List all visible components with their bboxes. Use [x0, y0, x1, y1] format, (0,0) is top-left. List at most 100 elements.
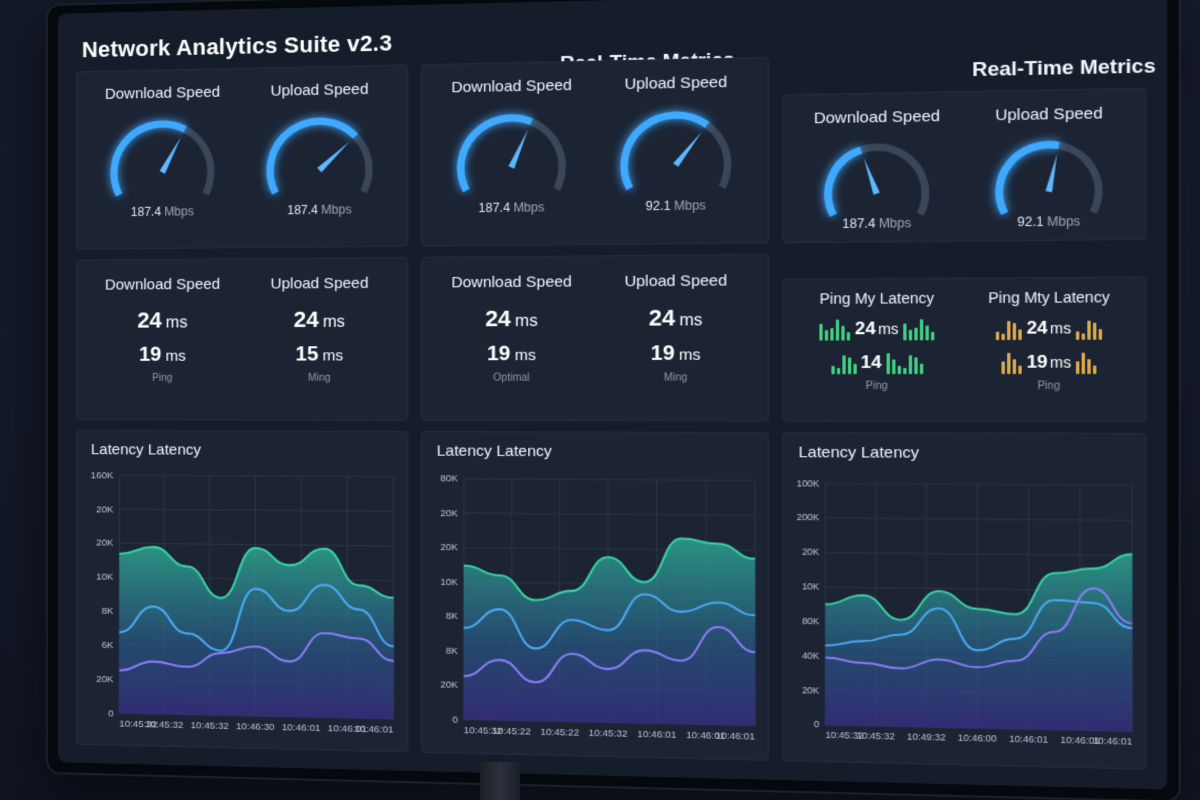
signal-bar — [1081, 333, 1084, 339]
y-tick-label: 8K — [446, 645, 459, 656]
y-tick-label: 8K — [102, 606, 114, 617]
signal-bar — [903, 323, 906, 340]
signal-bar — [1098, 329, 1101, 340]
latency-chart-panel-3: Latency Latency 100K 200K 20K 10K 80K 40K 20K 0… — [782, 432, 1146, 770]
y-tick-label: 20K — [96, 674, 114, 685]
upload-gauge: Upload Speed 92.1 Mbps — [599, 69, 752, 234]
gauge-value: 187.4 Mbps — [842, 216, 911, 231]
y-tick-label: 0 — [108, 708, 114, 719]
signal-bar — [853, 364, 856, 375]
latency-area-chart: 100K 200K 20K 10K 80K 40K 20K 0 10:45:3210:45:32… — [792, 471, 1136, 760]
y-tick-label: 200K — [797, 512, 820, 523]
x-tick-label: 10:49:32 — [907, 732, 946, 743]
x-tick-label: 10:46:01 — [637, 729, 676, 740]
signal-bar — [892, 359, 895, 374]
signal-bars-icon — [820, 317, 851, 340]
y-tick-label: 6K — [102, 640, 114, 651]
signal-bar — [931, 332, 934, 340]
signal-bar — [886, 353, 889, 374]
stats-panel-2: Download Speed 24 ms 19 ms Optimal Upload … — [421, 254, 769, 422]
stat-ping: 19 ms — [599, 342, 752, 366]
signal-bars-icon — [996, 317, 1022, 340]
x-tick-label: 10:46:00 — [958, 733, 997, 744]
signal-bar — [1013, 359, 1016, 374]
x-tick-label: 10:46:01 — [1093, 736, 1133, 748]
signal-bars-icon — [1076, 351, 1096, 375]
ping-row-top: 24 ms — [798, 317, 955, 341]
gauge-label: Download Speed — [814, 107, 940, 127]
stat-latency: 24 ms — [91, 307, 234, 334]
grid-line — [464, 513, 755, 515]
gauge-label: Upload Speed — [995, 105, 1102, 125]
monitor-stand — [480, 762, 520, 800]
gauge-fill — [461, 118, 532, 191]
speedometer-icon — [816, 134, 938, 223]
signal-bar — [909, 330, 912, 341]
grid-line — [119, 509, 393, 511]
signal-bar — [831, 366, 834, 374]
y-tick-label: 20K — [440, 508, 458, 518]
signal-bar — [1019, 329, 1022, 340]
signal-bar — [914, 357, 917, 374]
x-tick-label: 10:45:22 — [540, 726, 579, 737]
gauge-needle — [1045, 154, 1057, 192]
upload-stat: Upload Speed 24 ms 15 ms Ming — [246, 268, 392, 384]
ping-caption: Ping — [798, 381, 955, 393]
signal-bars-icon — [886, 351, 923, 374]
gauge-fill — [624, 115, 707, 189]
gauge-needle — [317, 142, 349, 173]
ping-value: 19 ms — [1026, 352, 1071, 373]
ping-row-top: 24 ms — [969, 316, 1130, 340]
signal-bar — [836, 368, 839, 374]
y-tick-label: 160K — [91, 470, 114, 481]
latency-chart-panel-1: Latency Latency 160K 20K 20K 10K 8K 6K 20K 0 10:… — [76, 430, 409, 752]
dashboard-screen: Network Analytics Suite v2.3 Real-Time M… — [58, 0, 1167, 789]
signal-bar — [1002, 361, 1005, 374]
metrics-grid: Download Speed 187.4 Mbps Upload Speed 18… — [76, 49, 1147, 770]
gauge-fill — [270, 121, 355, 193]
stat-label: Download Speed — [437, 273, 587, 292]
x-tick-label: 10:45:32 — [145, 719, 183, 731]
signal-bar — [836, 320, 839, 341]
signal-bar — [825, 330, 828, 341]
upload-gauge: Upload Speed 92.1 Mbps — [969, 100, 1130, 230]
gauge-value: 187.4 Mbps — [287, 202, 351, 217]
gauge-value: 92.1 Mbps — [1017, 214, 1080, 230]
grid-line — [825, 518, 1132, 520]
stat-caption: Ming — [246, 373, 392, 384]
x-tick-label: 10:45:32 — [856, 731, 894, 742]
signal-bar — [1087, 321, 1090, 340]
area-fill — [119, 547, 393, 719]
grid-line — [825, 484, 1132, 486]
signal-bar — [1019, 366, 1022, 375]
signal-bar — [1093, 323, 1096, 340]
download-gauge: Download Speed 187.4 Mbps — [91, 79, 234, 238]
y-tick-label: 40K — [802, 650, 819, 661]
stat-latency: 24 ms — [437, 305, 587, 332]
signal-bar — [1002, 334, 1005, 340]
gauge-fill — [828, 150, 861, 215]
signal-bar — [1076, 331, 1079, 340]
ping-latency-left: Ping My Latency 24 ms 14 Ping — [798, 289, 955, 392]
y-tick-label: 0 — [452, 714, 457, 724]
x-tick-label: 10:46:30 — [236, 721, 275, 733]
stat-label: Upload Speed — [246, 274, 392, 292]
gauge-label: Upload Speed — [625, 73, 728, 93]
ping-panel: Ping My Latency 24 ms 14 Ping — [782, 276, 1146, 422]
signal-bar — [908, 355, 911, 374]
signal-bar — [847, 357, 850, 374]
gauge-needle — [864, 158, 880, 195]
latency-chart-panel-2: Latency Latency 80K 20K 20K 10K 8K 8K 20K 0 10:4… — [421, 431, 769, 761]
stat-ping: 15 ms — [246, 343, 392, 367]
monitor-frame: Network Analytics Suite v2.3 Real-Time M… — [46, 0, 1181, 800]
y-tick-label: 20K — [802, 685, 819, 696]
ping-latency-right: Ping Mty Latency 24 ms 19 ms Ping — [969, 288, 1130, 392]
y-tick-label: 0 — [814, 719, 820, 730]
stat-ping: 19 ms — [91, 343, 234, 366]
signal-bar — [1087, 359, 1090, 374]
ping-value: 24 ms — [855, 318, 899, 339]
ping-label: Ping Mty Latency — [969, 288, 1130, 306]
signal-bar — [914, 328, 917, 341]
signal-bar — [1093, 365, 1096, 374]
signal-bar — [820, 324, 823, 341]
